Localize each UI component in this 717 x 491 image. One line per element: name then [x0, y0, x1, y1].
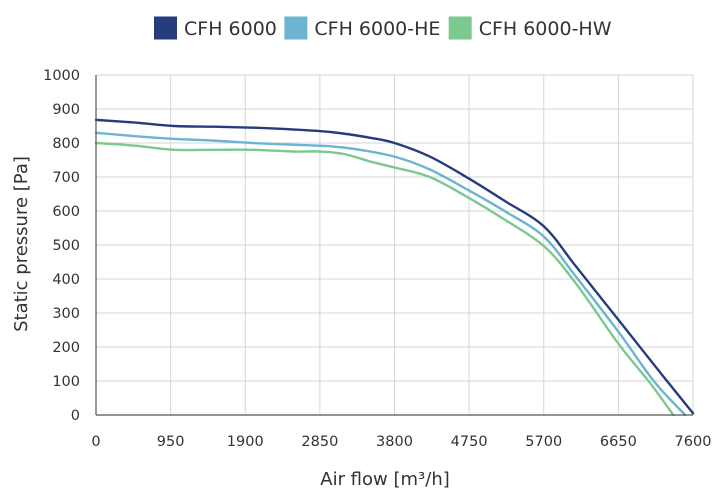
y-tick-label: 700 — [52, 170, 80, 186]
y-tick-label: 600 — [52, 204, 80, 220]
legend-swatch — [448, 16, 472, 40]
series-layer — [94, 118, 695, 417]
x-tick-label: 4750 — [451, 434, 488, 450]
legend-item-cfh-6000-hw: CFH 6000-HW — [448, 16, 612, 40]
y-tick-labels: 0 100 200 300 400 500 600 700 800 900 1000 — [43, 68, 80, 424]
x-tick-labels: 0 950 1900 2850 3800 4750 5700 6650 7600 — [91, 434, 711, 450]
legend-label: CFH 6000 — [184, 18, 277, 40]
y-tick-label: 900 — [52, 102, 80, 118]
legend-swatch — [154, 16, 177, 40]
legend-swatch — [284, 16, 308, 40]
x-tick-label: 3800 — [376, 434, 413, 450]
x-tick-label: 5700 — [525, 434, 562, 450]
x-tick-label: 6650 — [600, 434, 637, 450]
legend-item-cfh-6000-he: CFH 6000-HE — [284, 16, 440, 40]
x-tick-label: 7600 — [675, 434, 712, 450]
y-axis-title: Static pressure [Pa] — [11, 156, 32, 332]
y-tick-label: 500 — [52, 238, 80, 254]
y-tick-label: 400 — [52, 272, 80, 288]
y-tick-label: 1000 — [43, 68, 80, 84]
x-axis-title: Air flow [m³/h] — [320, 469, 450, 490]
y-tick-label: 0 — [71, 408, 80, 424]
legend-item-cfh-6000: CFH 6000 — [154, 16, 277, 40]
x-tick-label: 2850 — [301, 434, 338, 450]
legend: CFH 6000 CFH 6000-HE CFH 6000-HW — [154, 16, 612, 40]
axes — [95, 75, 693, 416]
series-line-cfh-6000-hw — [94, 141, 675, 417]
legend-label: CFH 6000-HE — [314, 18, 440, 40]
y-tick-label: 200 — [52, 340, 80, 356]
legend-label: CFH 6000-HW — [479, 18, 612, 40]
series-line-cfh-6000 — [94, 118, 695, 415]
y-tick-label: 800 — [52, 136, 80, 152]
x-tick-label: 950 — [157, 434, 185, 450]
x-tick-label: 1900 — [227, 434, 264, 450]
x-tick-label: 0 — [91, 434, 100, 450]
y-tick-label: 100 — [52, 374, 80, 390]
y-tick-label: 300 — [52, 306, 80, 322]
series-line-cfh-6000-he — [94, 131, 687, 417]
